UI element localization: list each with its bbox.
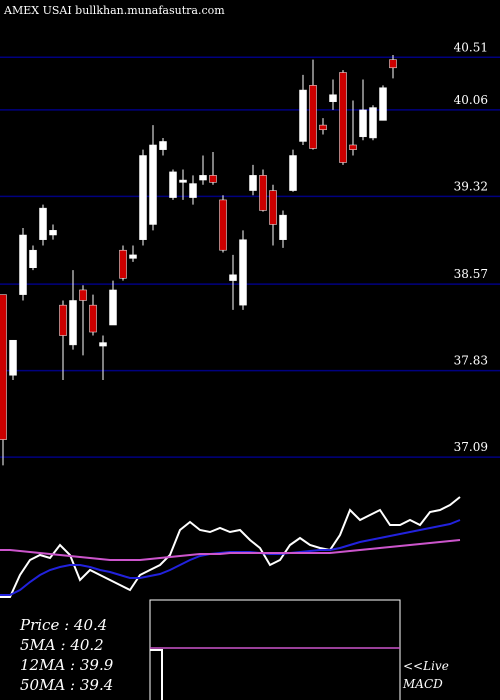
candle-body [279, 214, 287, 240]
candle-body [359, 109, 367, 138]
candle-body [209, 175, 217, 183]
candle-body [129, 254, 137, 259]
candle-body [89, 304, 97, 333]
candle-body [139, 155, 147, 240]
candle-body [199, 175, 207, 181]
y-tick-label: 39.32 [454, 179, 488, 193]
candle-body [189, 183, 197, 198]
indicator-line [0, 539, 461, 561]
y-tick-label: 40.06 [454, 93, 488, 107]
candle-body [49, 230, 57, 236]
candle-body [59, 304, 67, 336]
candle-body [0, 294, 7, 440]
candle-body [219, 199, 227, 251]
candle-body [119, 249, 127, 279]
candle-body [109, 289, 117, 326]
candle-body [29, 249, 37, 268]
candle-body [229, 274, 237, 281]
candle-body [309, 85, 317, 149]
candle-body [239, 239, 247, 306]
candle-body [259, 175, 267, 211]
candle-body [349, 144, 357, 150]
indicator-panel: Price : 40.4 5MA : 40.2 12MA : 39.9 50MA : … [0, 496, 461, 694]
candle-body [149, 144, 157, 225]
y-tick-label: 37.09 [454, 440, 488, 454]
info-text: 5MA : 40.2 [20, 636, 104, 654]
candle-body [159, 141, 167, 150]
macd-label: MACD [402, 677, 443, 691]
y-tick-label: 37.83 [454, 354, 488, 368]
info-text: 50MA : 39.4 [20, 676, 113, 694]
y-tick-label: 38.57 [454, 267, 488, 281]
candle-body [9, 339, 17, 376]
candle-body [369, 107, 377, 139]
candle-body [339, 72, 347, 163]
candle-body [299, 89, 307, 142]
candle-body [319, 124, 327, 131]
candle-body [79, 289, 87, 301]
candle-body [39, 207, 47, 240]
candle-body [329, 94, 337, 102]
candle-body [69, 300, 77, 346]
macd-line [150, 649, 163, 700]
chart-title: AMEX USAI bullkhan.munafasutra.com [3, 4, 225, 17]
info-text: Price : 40.4 [19, 616, 107, 634]
info-text: 12MA : 39.9 [20, 656, 114, 674]
candle-body [19, 234, 27, 295]
y-tick-label: 40.51 [454, 40, 488, 54]
candle-body [269, 190, 277, 225]
candle-body [179, 179, 187, 183]
candle-body [389, 59, 397, 69]
macd-box [149, 599, 401, 700]
indicator-line [0, 496, 461, 598]
candle-body [379, 87, 387, 121]
candle-body [169, 171, 177, 198]
candle-body [99, 342, 107, 347]
candle-body [289, 155, 297, 191]
candle-body [249, 175, 257, 191]
price-panel: 40.51 40.06 39.32 38.57 37.83 37.09 [0, 40, 500, 466]
live-link[interactable]: <<Live [403, 659, 449, 673]
